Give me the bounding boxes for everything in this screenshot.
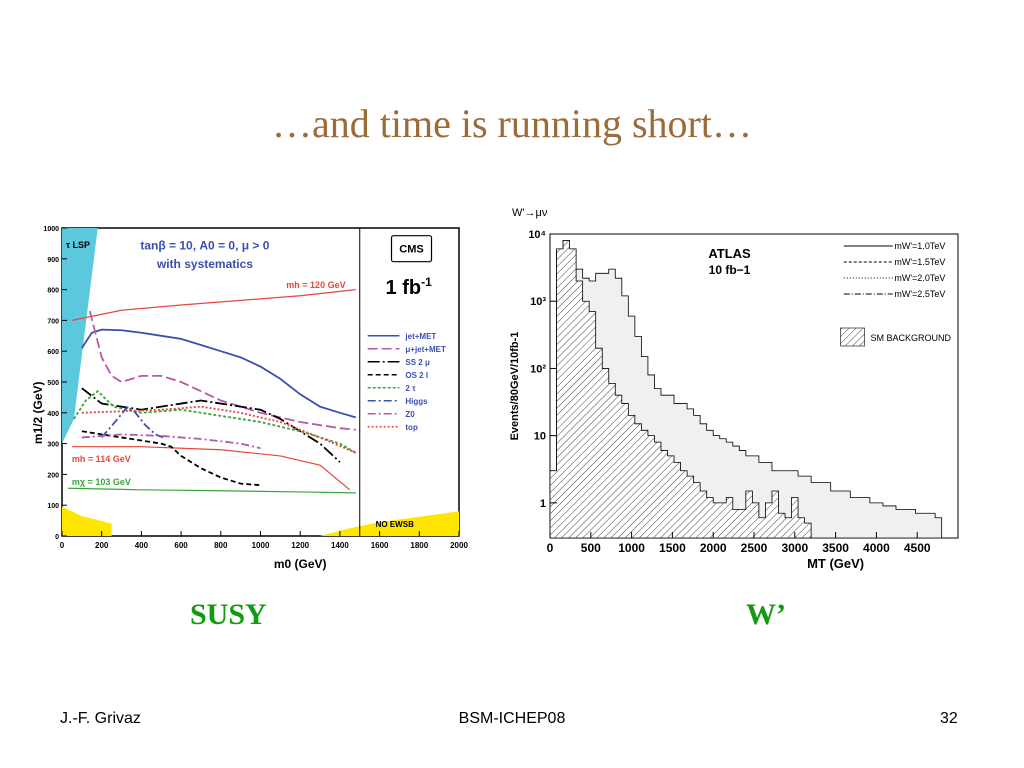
- x-tick-label: 1000: [618, 541, 645, 555]
- x-tick-label: 2000: [450, 541, 468, 550]
- caption-susy: SUSY: [190, 598, 267, 631]
- x-tick-label: 4000: [863, 541, 890, 555]
- x-axis-label: MT (GeV): [807, 556, 864, 571]
- mass-label: mχ = 103 GeV: [72, 477, 131, 487]
- legend-entry: mW'=1.5TeV: [894, 257, 945, 267]
- no-ewsb-label: NO EWSB: [376, 520, 414, 529]
- y-axis-label: Events/80GeV/10fb-1: [509, 332, 521, 441]
- annotation-atlas: ATLAS: [708, 246, 751, 261]
- cms-label: CMS: [399, 244, 423, 256]
- legend-entry: Higgs: [405, 397, 428, 406]
- x-tick-label: 400: [135, 541, 149, 550]
- legend-entry: top: [405, 423, 418, 432]
- mass-contour: [71, 446, 351, 491]
- x-tick-label: 1600: [371, 541, 389, 550]
- lsp-label: τ LSP: [66, 240, 90, 250]
- x-tick-label: 3000: [781, 541, 808, 555]
- no-ewsb-region: [320, 511, 459, 536]
- lep-excluded-region: [62, 506, 112, 536]
- footer-author: J.-F. Grivaz: [60, 710, 141, 727]
- legend-entry: mW'=2.0TeV: [894, 273, 945, 283]
- corner-label: W'→μν: [512, 207, 548, 219]
- x-tick-label: 0: [60, 541, 65, 550]
- chart-header: tanβ = 10, A0 = 0, μ > 0: [140, 239, 269, 253]
- chart-subheader: with systematics: [156, 257, 253, 271]
- reach-curve: [81, 433, 261, 450]
- x-tick-label: 4500: [904, 541, 931, 555]
- x-tick-label: 3500: [822, 541, 849, 555]
- annotation-luminosity: 10 fb−1: [709, 263, 751, 277]
- legend-entry: jet+MET: [404, 332, 436, 341]
- y-axis-label: m1/2 (GeV): [31, 381, 45, 444]
- y-tick-label: 10⁴: [528, 229, 546, 241]
- y-tick-label: 0: [55, 534, 59, 541]
- x-tick-label: 1200: [291, 541, 309, 550]
- reach-curve: [81, 430, 261, 487]
- wprime-histogram: W'→μν 0 500 1000 1500 2000 2500 3000 3500 4000 450…: [509, 207, 959, 571]
- reach-curve: [81, 387, 341, 463]
- x-tick-label: 500: [581, 541, 601, 555]
- mass-label: mh = 114 GeV: [72, 454, 131, 464]
- x-tick-label: 2500: [741, 541, 768, 555]
- y-tick-label: 900: [47, 257, 59, 264]
- x-tick-label: 800: [214, 541, 228, 550]
- plot-frame: [61, 227, 460, 537]
- x-tick-label: 0: [547, 541, 554, 555]
- x-axis-label: m0 (GeV): [274, 557, 327, 571]
- y-tick-label: 10²: [530, 363, 546, 375]
- reach-curve: [81, 328, 357, 419]
- caption-wprime: W’: [746, 598, 786, 631]
- luminosity-exponent: -1: [421, 275, 432, 289]
- y-tick-label: 700: [47, 318, 59, 325]
- legend-background-swatch: [840, 327, 865, 347]
- y-tick-label: 1: [540, 498, 546, 510]
- y-tick-label: 600: [47, 349, 59, 356]
- mass-contour: [67, 487, 356, 494]
- x-tick-label: 600: [174, 541, 188, 550]
- x-tick-label: 1500: [659, 541, 686, 555]
- x-tick-label: 200: [95, 541, 109, 550]
- legend-entry: μ+jet+MET: [405, 345, 446, 354]
- y-tick-label: 100: [47, 503, 59, 510]
- y-tick-label: 10: [534, 431, 546, 443]
- x-tick-label: 1800: [410, 541, 428, 550]
- x-tick-label: 1000: [252, 541, 270, 550]
- reach-curve: [88, 310, 356, 431]
- background-histogram: [549, 240, 812, 539]
- footer-conference: BSM-ICHEP08: [458, 710, 566, 727]
- legend-entry: OS 2 l: [405, 371, 428, 380]
- reach-curve: [101, 405, 164, 439]
- susy-reach-chart: 0 200 400 600 800 1000 1200 1400 1600 1800 2000 0 10…: [31, 226, 468, 571]
- y-tick-label: 1000: [43, 226, 59, 233]
- legend-entry: Z0: [405, 410, 415, 419]
- y-tick-label: 300: [47, 442, 59, 449]
- slide-title: …and time is running short…: [272, 101, 752, 146]
- y-tick-label: 400: [47, 411, 59, 418]
- legend-entry: mW'=2.5TeV: [894, 289, 945, 299]
- reach-curve: [73, 390, 357, 454]
- x-tick-label: 1400: [331, 541, 349, 550]
- mass-contour: [71, 289, 356, 321]
- footer-page-number: 32: [940, 710, 958, 727]
- y-tick-label: 800: [47, 288, 59, 295]
- y-tick-label: 10³: [530, 296, 546, 308]
- legend-background-label: SM BACKGROUND: [870, 333, 951, 343]
- mass-label: mh = 120 GeV: [286, 280, 345, 290]
- y-tick-label: 200: [47, 472, 59, 479]
- cms-badge: [390, 235, 433, 263]
- legend-entry: mW'=1.0TeV: [894, 241, 945, 251]
- x-tick-label: 2000: [700, 541, 727, 555]
- lsp-region: [62, 228, 98, 444]
- legend-entry: 2 τ: [405, 384, 416, 393]
- legend-entry: SS 2 μ: [405, 358, 430, 367]
- y-tick-label: 500: [47, 380, 59, 387]
